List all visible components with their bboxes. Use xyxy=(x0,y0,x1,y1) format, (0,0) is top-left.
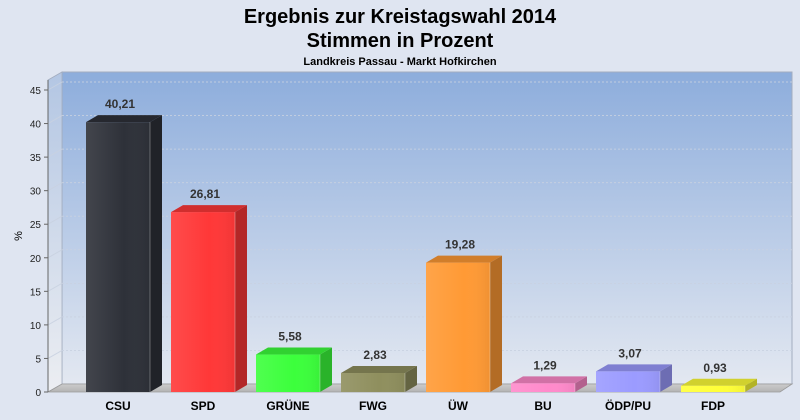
y-axis: 0 5 10 15 20 25 30 35 40 45 xyxy=(30,80,49,399)
bar-oedp-pu xyxy=(596,364,672,392)
bar-front-shine xyxy=(171,212,235,392)
bar-bu xyxy=(511,376,587,392)
gridline-left-wall xyxy=(47,350,63,359)
gridline-left-wall xyxy=(47,282,63,292)
bar-side xyxy=(150,115,162,392)
value-label-bu: 1,29 xyxy=(533,358,557,372)
bar-side xyxy=(235,205,247,392)
value-label-oedp-pu: 3,07 xyxy=(618,346,642,360)
bar-side xyxy=(490,255,502,392)
x-axis: CSU SPD GRÜNE FWG ÜW BU ÖDP/PU FDP xyxy=(105,398,725,413)
x-tick-label-uew: ÜW xyxy=(448,398,469,413)
gridline-left-wall xyxy=(47,182,63,192)
value-label-fwg: 2,83 xyxy=(363,348,387,362)
x-tick-label-bu: BU xyxy=(534,399,551,413)
bar-side xyxy=(660,364,672,392)
y-tick-label: 0 xyxy=(35,388,41,399)
value-label-gruene: 5,58 xyxy=(278,330,302,344)
x-tick-label-fdp: FDP xyxy=(701,399,725,413)
gridline-left-wall xyxy=(47,215,63,225)
bar-top xyxy=(511,376,587,384)
chart-title-line2: Stimmen in Prozent xyxy=(307,30,494,52)
y-tick-label: 15 xyxy=(30,287,42,298)
y-tick-label: 20 xyxy=(30,254,42,265)
bar-spd xyxy=(171,205,247,392)
bar-gruene xyxy=(256,347,332,392)
bar-uew xyxy=(426,255,502,392)
y-tick-label: 40 xyxy=(30,120,42,131)
bar-front-shine xyxy=(681,385,745,392)
bar-front-shine xyxy=(426,262,490,392)
x-tick-label-oedp-pu: ÖDP/PU xyxy=(605,398,651,413)
bar-fdp xyxy=(681,378,757,392)
bar-front-shine xyxy=(256,354,320,392)
bar-top xyxy=(426,255,502,263)
value-label-spd: 26,81 xyxy=(190,187,220,201)
y-tick-label: 5 xyxy=(35,354,41,365)
x-tick-label-spd: SPD xyxy=(191,399,216,413)
bar-side xyxy=(745,378,757,392)
gridline-left-wall xyxy=(47,81,63,91)
bar-front-shine xyxy=(341,373,405,392)
gridline-left-wall xyxy=(47,249,63,259)
x-tick-label-gruene: GRÜNE xyxy=(266,398,309,413)
y-tick-label: 25 xyxy=(30,220,42,231)
bar-top xyxy=(256,347,332,355)
x-tick-label-csu: CSU xyxy=(105,399,130,413)
gridline-left-wall xyxy=(47,148,63,158)
bar-side xyxy=(320,347,332,392)
value-label-csu: 40,21 xyxy=(105,97,135,111)
bar-fwg xyxy=(341,366,417,392)
value-label-uew: 19,28 xyxy=(445,238,475,252)
bar-side xyxy=(405,366,417,392)
bar-top xyxy=(341,366,417,374)
bar-top xyxy=(86,115,162,123)
gridline-left-wall xyxy=(47,316,63,326)
bar-front-shine xyxy=(86,122,150,392)
bar-top xyxy=(596,364,672,372)
value-labels: 40,21 26,81 5,58 2,83 19,28 1,29 3,07 0,93 xyxy=(105,97,727,375)
y-tick-label: 45 xyxy=(30,86,42,97)
bar-front-shine xyxy=(511,383,575,392)
chart-title: Ergebnis zur Kreistagswahl 2014 xyxy=(244,6,557,28)
value-label-fdp: 0,93 xyxy=(703,361,727,375)
y-tick-label: 10 xyxy=(30,321,42,332)
chart-subtitle: Landkreis Passau - Markt Hofkirchen xyxy=(303,56,496,68)
bar-top xyxy=(681,378,757,386)
bar-top xyxy=(171,205,247,213)
bar-csu xyxy=(86,115,162,392)
bars xyxy=(86,115,757,392)
gridline-left-wall xyxy=(47,115,63,124)
y-tick-label: 35 xyxy=(30,153,42,164)
bar-side xyxy=(575,376,587,392)
bar-front-shine xyxy=(596,371,660,392)
x-tick-label-fwg: FWG xyxy=(359,399,387,413)
y-tick-label: 30 xyxy=(30,187,42,198)
y-axis-label: % xyxy=(13,231,25,241)
